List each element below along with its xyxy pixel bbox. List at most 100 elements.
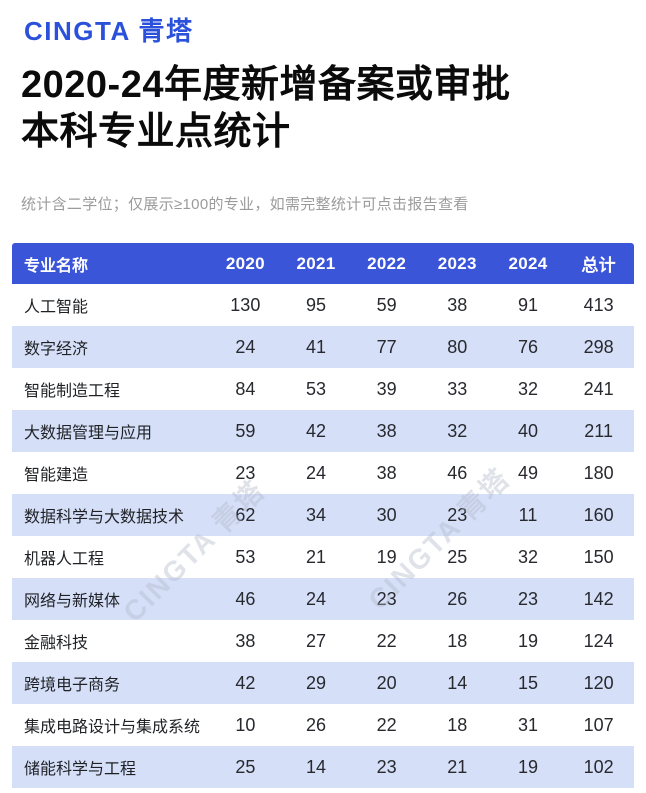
value-cell: 23 xyxy=(517,588,538,609)
major-name-cell: 智能制造工程 xyxy=(24,383,121,400)
value-cell: 53 xyxy=(235,546,256,567)
value-cell: 19 xyxy=(517,630,538,651)
table-row: 金融科技 38 27 22 18 19 124 xyxy=(12,620,634,662)
subtitle-note: 统计含二学位；仅展示≥100的专业，如需完整统计可点击报告查看 xyxy=(21,196,469,213)
value-cell: 19 xyxy=(376,546,397,567)
value-cell: 34 xyxy=(305,504,326,525)
value-cell: 107 xyxy=(583,714,614,735)
value-cell: 14 xyxy=(447,672,468,693)
cingta-logo: CINGTA 青塔 xyxy=(24,16,194,46)
page-title: 2020-24年度新增备案或审批 本科专业点统计 xyxy=(21,62,510,156)
value-cell: 41 xyxy=(305,336,326,357)
table-row: 网络与新媒体 46 24 23 26 23 142 xyxy=(12,578,634,620)
value-cell: 22 xyxy=(376,630,397,651)
value-cell: 21 xyxy=(305,546,326,567)
majors-table-body: 人工智能 130 95 59 38 91 413 数字经济 24 41 77 80 76 298 智能制造工… xyxy=(12,284,634,788)
major-name-cell: 金融科技 xyxy=(24,635,89,652)
value-cell: 124 xyxy=(583,630,614,651)
major-name-cell: 数字经济 xyxy=(24,341,89,358)
major-name-cell: 储能科学与工程 xyxy=(24,761,137,778)
majors-table: 专业名称 2020 2021 2022 2023 2024 总计 人工智能 130… xyxy=(12,243,634,788)
value-cell: 15 xyxy=(517,672,538,693)
value-cell: 25 xyxy=(447,546,468,567)
value-cell: 102 xyxy=(583,756,614,777)
value-cell: 130 xyxy=(230,294,261,315)
value-cell: 40 xyxy=(517,420,538,441)
value-cell: 31 xyxy=(517,714,538,735)
value-cell: 39 xyxy=(376,378,397,399)
value-cell: 23 xyxy=(376,588,397,609)
major-name-cell: 数据科学与大数据技术 xyxy=(24,509,185,526)
value-cell: 10 xyxy=(235,714,256,735)
major-name-cell: 大数据管理与应用 xyxy=(24,425,153,442)
table-row: 智能建造 23 24 38 46 49 180 xyxy=(12,452,634,494)
column-header-major-name: 专业名称 xyxy=(24,257,89,275)
value-cell: 84 xyxy=(235,378,256,399)
column-header-2020: 2020 xyxy=(225,253,265,273)
value-cell: 30 xyxy=(376,504,397,525)
table-header-row: 专业名称 2020 2021 2022 2023 2024 总计 xyxy=(12,243,634,284)
value-cell: 76 xyxy=(517,336,538,357)
value-cell: 24 xyxy=(235,336,256,357)
value-cell: 46 xyxy=(235,588,256,609)
value-cell: 180 xyxy=(583,462,614,483)
value-cell: 38 xyxy=(376,462,397,483)
column-header-2024: 2024 xyxy=(508,253,548,273)
value-cell: 59 xyxy=(235,420,256,441)
value-cell: 120 xyxy=(583,672,614,693)
value-cell: 77 xyxy=(376,336,397,357)
value-cell: 62 xyxy=(235,504,256,525)
value-cell: 80 xyxy=(447,336,468,357)
major-name-cell: 集成电路设计与集成系统 xyxy=(24,719,201,736)
value-cell: 24 xyxy=(305,588,326,609)
major-name-cell: 跨境电子商务 xyxy=(24,677,121,694)
value-cell: 26 xyxy=(447,588,468,609)
major-name-cell: 智能建造 xyxy=(24,467,89,484)
table-row: 大数据管理与应用 59 42 38 32 40 211 xyxy=(12,410,634,452)
value-cell: 20 xyxy=(376,672,397,693)
value-cell: 14 xyxy=(305,756,326,777)
value-cell: 26 xyxy=(305,714,326,735)
value-cell: 211 xyxy=(584,420,613,441)
value-cell: 32 xyxy=(517,378,538,399)
value-cell: 23 xyxy=(235,462,256,483)
value-cell: 32 xyxy=(447,420,468,441)
value-cell: 23 xyxy=(376,756,397,777)
page-title-line2: 本科专业点统计 xyxy=(21,111,291,153)
value-cell: 18 xyxy=(447,714,468,735)
value-cell: 33 xyxy=(447,378,468,399)
value-cell: 38 xyxy=(447,294,468,315)
column-header-2023: 2023 xyxy=(437,253,477,273)
value-cell: 19 xyxy=(517,756,538,777)
page-title-line1: 2020-24年度新增备案或审批 xyxy=(21,64,511,106)
value-cell: 298 xyxy=(583,336,614,357)
value-cell: 27 xyxy=(305,630,326,651)
value-cell: 32 xyxy=(517,546,538,567)
value-cell: 142 xyxy=(583,588,614,609)
value-cell: 11 xyxy=(518,504,538,525)
value-cell: 91 xyxy=(517,294,538,315)
value-cell: 150 xyxy=(583,546,614,567)
column-header-2022: 2022 xyxy=(367,253,407,273)
value-cell: 49 xyxy=(517,462,538,483)
value-cell: 38 xyxy=(235,630,256,651)
table-row: 跨境电子商务 42 29 20 14 15 120 xyxy=(12,662,634,704)
value-cell: 59 xyxy=(376,294,397,315)
column-header-2021: 2021 xyxy=(296,253,336,273)
table-row: 集成电路设计与集成系统 10 26 22 18 31 107 xyxy=(12,704,634,746)
value-cell: 23 xyxy=(447,504,468,525)
value-cell: 42 xyxy=(235,672,256,693)
table-row: 数据科学与大数据技术 62 34 30 23 11 160 xyxy=(12,494,634,536)
major-name-cell: 机器人工程 xyxy=(24,551,105,568)
value-cell: 160 xyxy=(583,504,614,525)
value-cell: 18 xyxy=(447,630,468,651)
table-row: 储能科学与工程 25 14 23 21 19 102 xyxy=(12,746,634,788)
table-row: 机器人工程 53 21 19 25 32 150 xyxy=(12,536,634,578)
table-row: 数字经济 24 41 77 80 76 298 xyxy=(12,326,634,368)
value-cell: 21 xyxy=(447,756,468,777)
table-row: 人工智能 130 95 59 38 91 413 xyxy=(12,284,634,326)
value-cell: 241 xyxy=(583,378,614,399)
value-cell: 25 xyxy=(235,756,256,777)
value-cell: 95 xyxy=(305,294,326,315)
